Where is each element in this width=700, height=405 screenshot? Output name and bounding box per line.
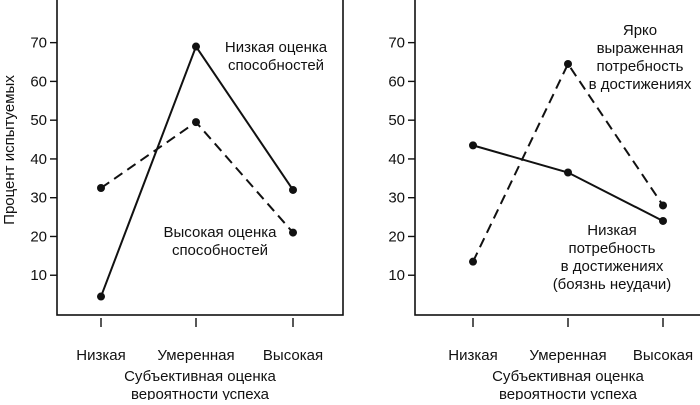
series-annotation: способностей [172,242,268,259]
data-point [469,141,477,150]
y-tick-label: 60 [388,73,405,90]
y-axis-title: Процент испытуемых [1,75,18,225]
series-annotation: Низкая [587,222,636,239]
panel-2: 10 20 30 40 50 60 70 Низкая Умеренная Высокая Субъ… [388,0,700,403]
series-annotation: потребность [569,240,656,257]
data-point [289,185,297,194]
data-point [97,184,105,193]
x-tick-label: Низкая [448,347,497,364]
y-tick-label: 20 [30,228,47,245]
x-axis-title: Субъективная оценка [492,368,644,385]
y-tick-label: 10 [388,267,405,284]
x-axis-title: Субъективная оценка [124,368,276,385]
data-point [469,257,477,266]
data-point [564,168,572,177]
y-tick-label: 20 [388,228,405,245]
x-tick-label: Высокая [633,347,693,364]
series-annotation: в достижениях [589,76,692,93]
y-tick-label: 10 [30,267,47,284]
plot-frame [414,0,700,316]
series-line-solid [472,144,664,222]
y-tick-label: 40 [388,151,405,168]
data-point [97,292,105,301]
series-annotation: Ярко [623,22,657,39]
y-tick-label: 70 [30,35,47,52]
y-tick-label: 50 [388,112,405,129]
data-point [289,228,297,237]
series-annotation: Высокая оценка [164,224,278,241]
series-annotation: в достижениях [561,258,664,275]
x-tick-label: Умеренная [529,347,606,364]
series-annotation: (боязнь неудачи) [553,276,672,293]
x-tick-label: Высокая [263,347,323,364]
series-annotation: способностей [228,57,324,74]
y-tick-label: 60 [30,73,47,90]
y-tick-label: 50 [30,112,47,129]
y-tick-label: 70 [388,35,405,52]
data-point [564,59,572,68]
panel-1: 10 20 30 40 50 60 70 Низкая Умеренная Высокая Субъ… [1,0,344,403]
x-axis-title: вероятности успеха [499,386,638,400]
y-tick-label: 30 [388,190,405,207]
series-annotation: потребность [597,58,684,75]
series-line-dashed [100,120,294,234]
y-tick-label: 30 [30,190,47,207]
x-tick-label: Умеренная [157,347,234,364]
plot-frame [56,0,344,316]
series-line-dashed [472,61,664,263]
x-tick-label: Низкая [76,347,125,364]
data-point [192,118,200,127]
x-axis-title: вероятности успеха [131,386,270,400]
data-point [659,201,667,210]
data-point [192,42,200,51]
y-tick-label: 40 [30,151,47,168]
data-point [659,216,667,225]
series-line-solid [100,44,294,297]
series-annotation: выраженная [597,40,684,57]
series-annotation: Низкая оценка [225,39,328,56]
